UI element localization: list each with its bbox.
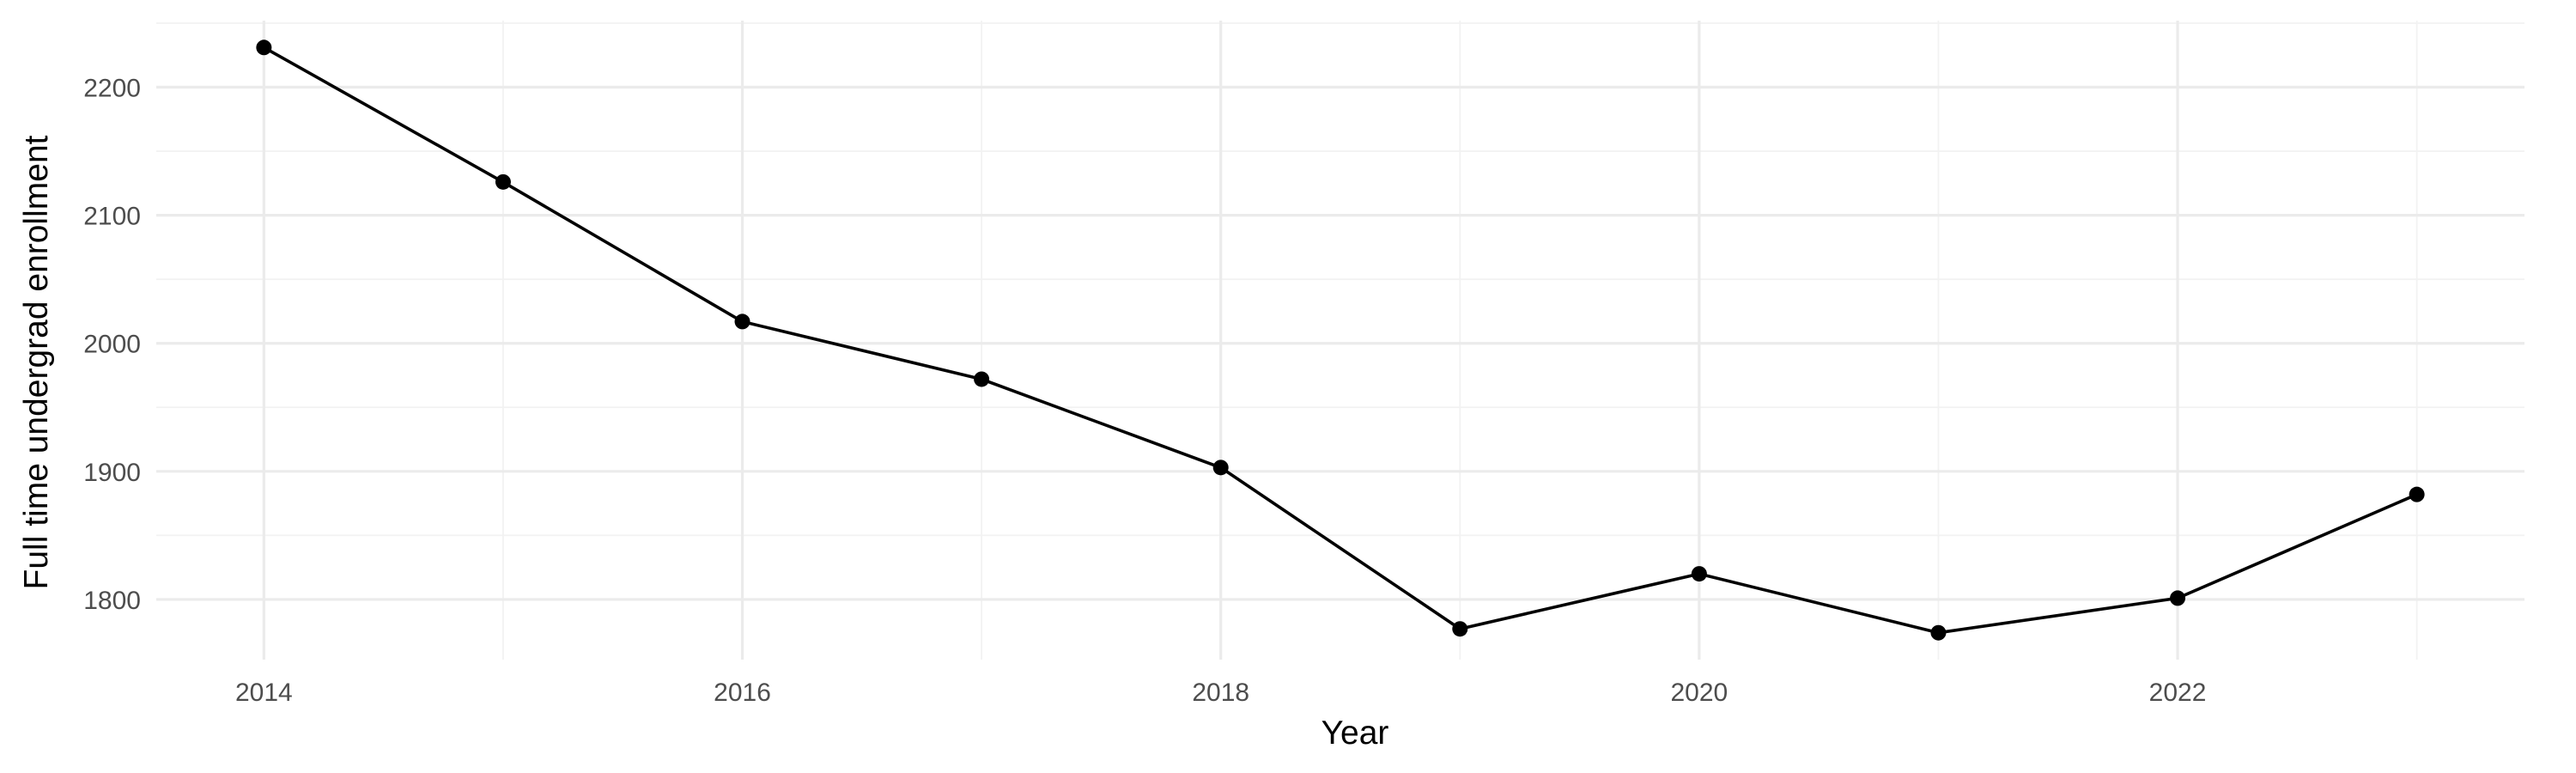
- data-point: [256, 40, 272, 56]
- data-point: [1930, 624, 1947, 641]
- x-axis-title: Year: [1321, 715, 1389, 752]
- data-point: [1691, 566, 1707, 582]
- data-point: [2170, 590, 2186, 606]
- data-point: [495, 173, 511, 190]
- data-point: [734, 313, 750, 330]
- data-point: [974, 371, 990, 387]
- y-tick-label: 1800: [83, 587, 141, 615]
- x-tick-label: 2018: [1192, 679, 1249, 707]
- data-point: [1212, 460, 1229, 476]
- major-gridlines: [156, 21, 2524, 660]
- x-tick-label: 2016: [714, 679, 771, 707]
- series-line: [263, 46, 2418, 635]
- x-tick-label: 2020: [1671, 679, 1728, 707]
- y-axis-title: Full time undergrad enrollment: [18, 135, 55, 589]
- y-tick-label: 2000: [83, 331, 141, 359]
- x-axis-tick-labels: 2014 2016 2018 2020 2022: [235, 679, 2206, 707]
- data-point: [2409, 486, 2425, 502]
- x-tick-label: 2014: [235, 679, 293, 707]
- data-point: [1452, 621, 1468, 637]
- y-axis-tick-labels: 1800 1900 2000 2100 2200: [83, 75, 141, 615]
- minor-gridlines: [156, 21, 2524, 660]
- x-tick-label: 2022: [2149, 679, 2207, 707]
- y-tick-label: 2100: [83, 203, 141, 231]
- enrollment-series: [263, 46, 2418, 635]
- y-tick-label: 2200: [83, 75, 141, 103]
- enrollment-points: [256, 40, 2425, 641]
- y-tick-label: 1900: [83, 459, 141, 487]
